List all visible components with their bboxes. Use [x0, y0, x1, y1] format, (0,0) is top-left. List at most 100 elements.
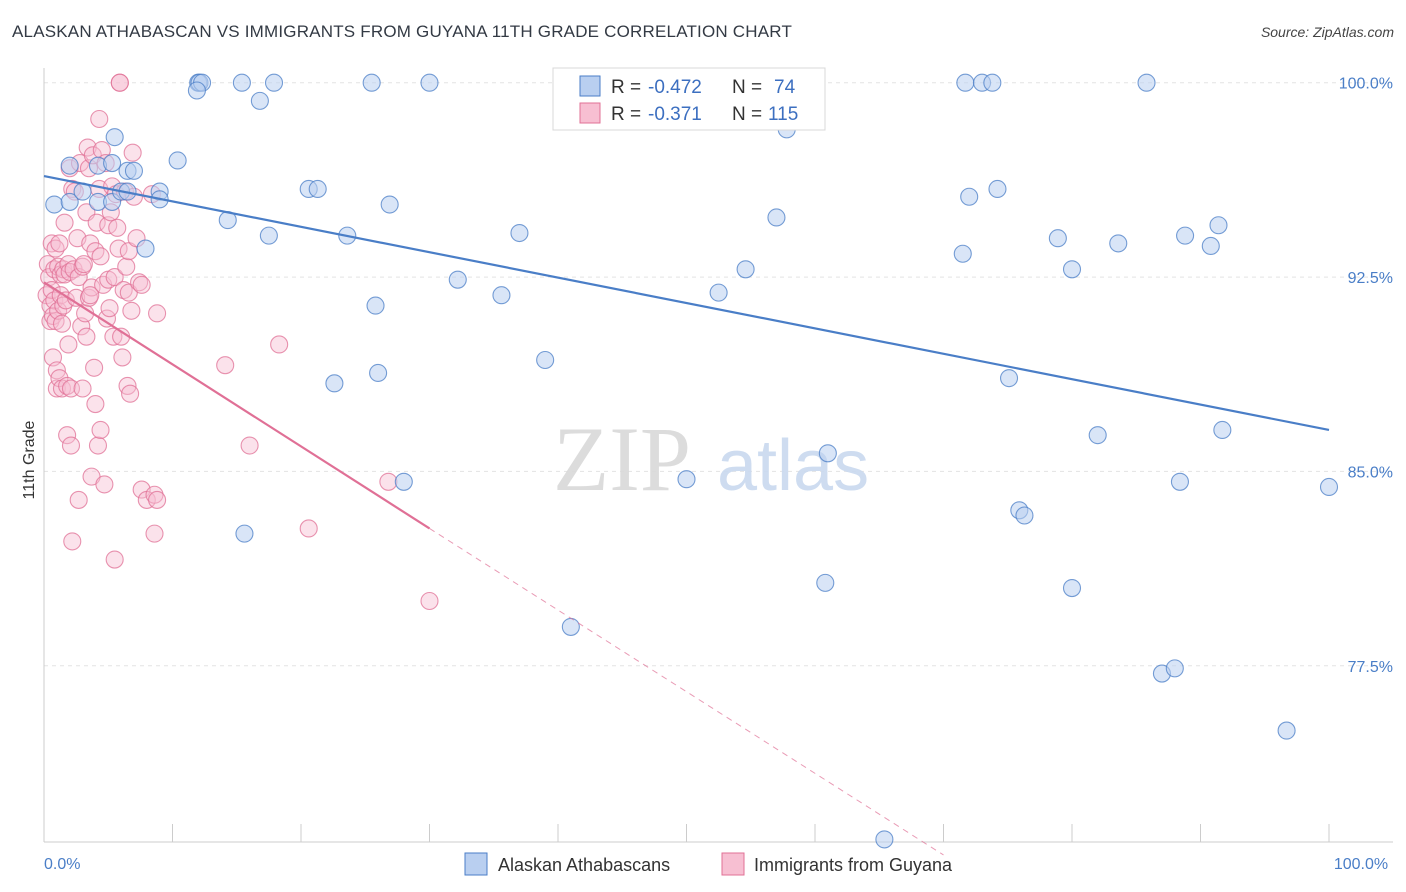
point-alaskan-athabascans	[366, 296, 385, 315]
trend-line-immigrants-guyana	[43, 281, 431, 530]
point-immigrants-guyana	[77, 327, 96, 346]
legend-series-swatch-1	[464, 852, 488, 876]
point-immigrants-guyana	[82, 278, 101, 297]
point-immigrants-guyana	[420, 591, 439, 611]
legend-n-value-1: 74	[774, 77, 796, 98]
point-immigrants-guyana	[148, 304, 167, 323]
y-tick-label: 92.5%	[1348, 270, 1393, 287]
legend-series: Alaskan Athabascans Immigrants from Guya…	[464, 852, 953, 876]
point-immigrants-guyana	[52, 314, 72, 333]
point-alaskan-athabascans	[1213, 420, 1232, 440]
chart-title: ALASKAN ATHABASCAN VS IMMIGRANTS FROM GU…	[12, 22, 793, 41]
point-alaskan-athabascans	[308, 179, 327, 199]
point-alaskan-athabascans	[1319, 477, 1339, 497]
point-immigrants-guyana	[108, 218, 127, 237]
watermark-zip: ZIP	[553, 408, 691, 510]
point-alaskan-athabascans	[1062, 260, 1082, 279]
point-immigrants-guyana	[42, 280, 61, 300]
point-immigrants-guyana	[81, 286, 100, 305]
point-immigrants-guyana	[55, 265, 74, 284]
grid-lines	[44, 82, 1393, 667]
point-immigrants-guyana	[104, 327, 123, 346]
point-immigrants-guyana	[299, 519, 318, 538]
point-alaskan-athabascans	[45, 195, 64, 214]
point-alaskan-athabascans	[1088, 426, 1107, 445]
point-immigrants-guyana	[109, 239, 128, 258]
point-alaskan-athabascans	[1109, 234, 1128, 253]
trend-line-alaskan-athabascans	[43, 174, 1330, 432]
point-alaskan-athabascans	[956, 73, 975, 92]
point-alaskan-athabascans	[232, 73, 251, 92]
point-immigrants-guyana	[100, 299, 119, 318]
point-immigrants-guyana	[145, 524, 164, 543]
point-alaskan-athabascans	[492, 286, 511, 305]
x-tick-labels: 0.0% 100.0%	[44, 856, 1388, 873]
point-immigrants-guyana	[87, 213, 106, 232]
point-alaskan-athabascans	[250, 91, 269, 110]
point-alaskan-athabascans	[677, 470, 696, 489]
point-immigrants-guyana	[123, 143, 142, 162]
y-tick-labels: 100.0% 92.5% 85.0% 77.5%	[1339, 76, 1393, 676]
point-immigrants-guyana	[105, 268, 124, 287]
point-immigrants-guyana	[88, 436, 108, 455]
trend-line-immigrants-guyana-extension	[429, 528, 944, 856]
point-immigrants-guyana	[216, 356, 235, 375]
legend-swatch-blue	[579, 75, 601, 97]
point-immigrants-guyana	[91, 420, 110, 440]
point-alaskan-athabascans	[369, 363, 388, 383]
point-immigrants-guyana	[59, 335, 78, 354]
point-alaskan-athabascans	[510, 223, 529, 243]
point-alaskan-athabascans	[103, 154, 122, 173]
legend-n-value-2: 115	[768, 104, 798, 125]
point-alaskan-athabascans	[1048, 229, 1067, 248]
point-alaskan-athabascans	[136, 239, 155, 258]
legend-series-swatch-2	[721, 852, 745, 876]
point-alaskan-athabascans	[187, 81, 206, 100]
point-alaskan-athabascans	[1165, 659, 1184, 678]
y-tick-label: 100.0%	[1339, 76, 1393, 93]
point-alaskan-athabascans	[875, 830, 894, 849]
point-immigrants-guyana	[58, 426, 77, 445]
point-immigrants-guyana	[63, 532, 82, 551]
point-alaskan-athabascans	[1176, 226, 1195, 245]
y-axis-label: 11th Grade	[21, 420, 38, 499]
legend-r-value-1: -0.472	[648, 77, 702, 98]
point-alaskan-athabascans	[983, 73, 1002, 92]
point-immigrants-guyana	[85, 358, 104, 377]
point-alaskan-athabascans	[105, 128, 124, 147]
point-alaskan-athabascans	[736, 260, 755, 279]
point-alaskan-athabascans	[1209, 216, 1228, 235]
point-immigrants-guyana	[148, 490, 167, 509]
legend-swatch-pink	[579, 102, 601, 124]
point-alaskan-athabascans	[536, 350, 555, 370]
point-immigrants-guyana	[105, 550, 124, 569]
point-alaskan-athabascans	[1201, 236, 1220, 256]
point-immigrants-guyana	[61, 436, 81, 455]
point-alaskan-athabascans	[709, 283, 728, 302]
point-alaskan-athabascans	[264, 73, 284, 92]
point-immigrants-guyana	[86, 242, 105, 261]
point-immigrants-guyana	[50, 369, 69, 388]
point-alaskan-athabascans	[60, 156, 79, 175]
point-immigrants-guyana	[41, 312, 60, 331]
point-alaskan-athabascans	[1137, 73, 1156, 92]
point-immigrants-guyana	[240, 436, 259, 455]
point-immigrants-guyana	[97, 309, 117, 328]
point-immigrants-guyana	[73, 379, 92, 398]
legend-r-value-2: -0.371	[648, 104, 702, 125]
y-tick-label: 77.5%	[1348, 659, 1393, 676]
point-alaskan-athabascans	[394, 472, 413, 491]
data-points	[37, 73, 1339, 849]
legend-stats: R = -0.472 N = 74 R = -0.371 N = 115	[552, 67, 826, 131]
watermark-atlas: atlas	[717, 426, 869, 506]
point-alaskan-athabascans	[561, 617, 580, 636]
legend-series-name-2: Immigrants from Guyana	[754, 855, 953, 875]
point-immigrants-guyana	[74, 255, 93, 274]
point-immigrants-guyana	[95, 475, 114, 494]
point-immigrants-guyana	[69, 490, 88, 509]
point-alaskan-athabascans	[380, 195, 399, 214]
trend-lines	[43, 174, 1330, 856]
point-immigrants-guyana	[86, 395, 105, 414]
point-alaskan-athabascans	[60, 192, 79, 211]
point-alaskan-athabascans	[259, 226, 278, 245]
